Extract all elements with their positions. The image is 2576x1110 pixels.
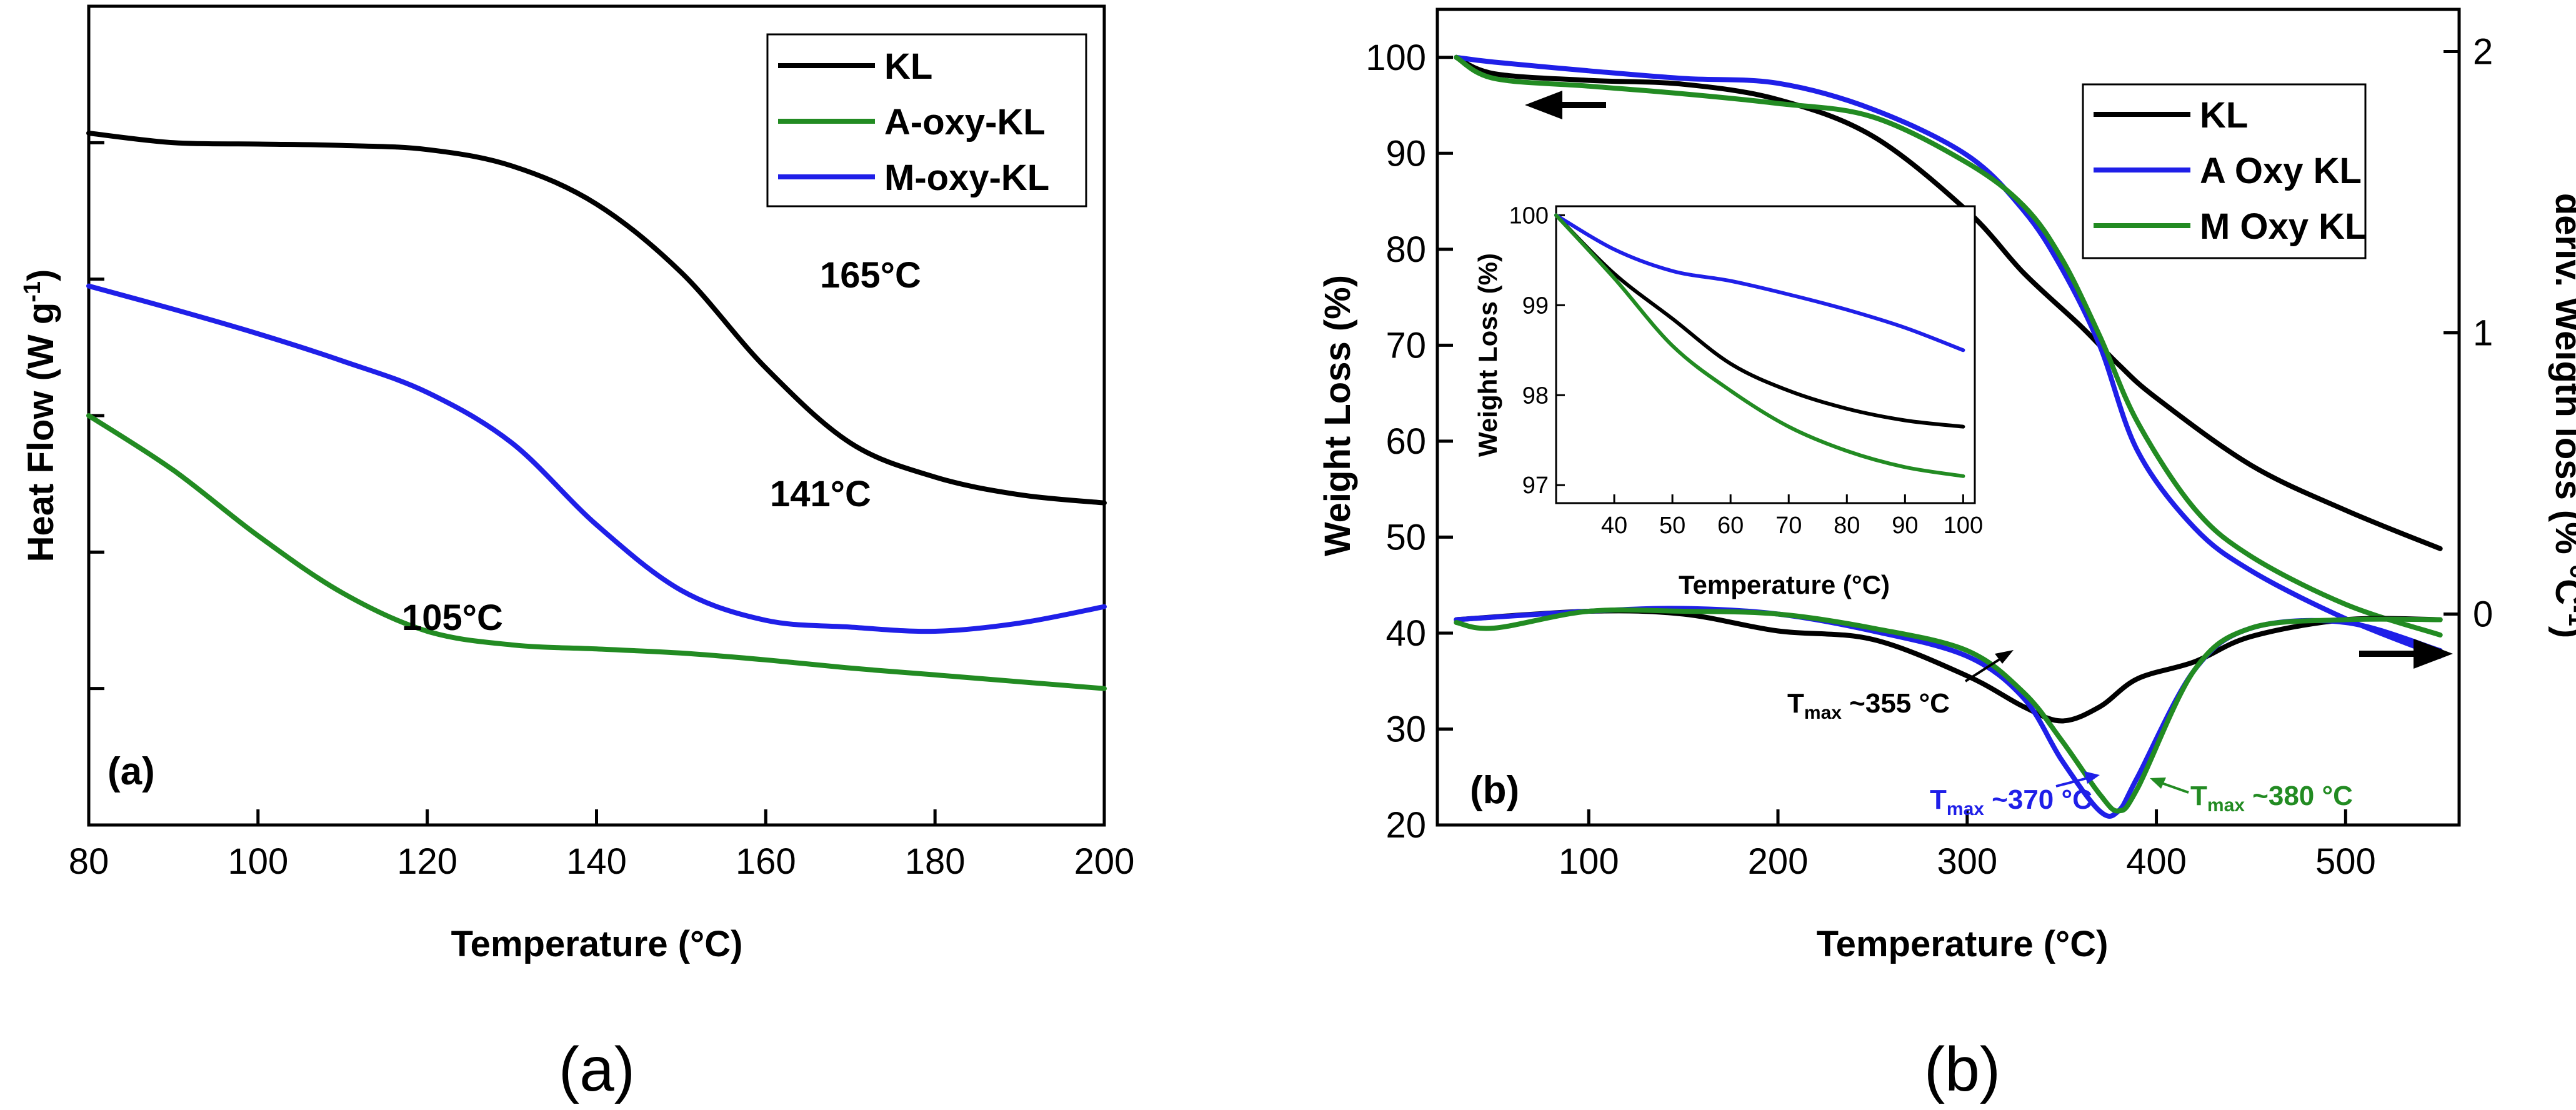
- inset-x-ticks: 40 50 60 70 80 90 100: [1601, 494, 1983, 539]
- inset-x-tick-label: 100: [1944, 512, 1983, 539]
- weight-loss-a-oxy-kl-line: [1454, 54, 2443, 659]
- panel-b-y-tick-label: 20: [1385, 805, 1426, 846]
- series-kl-line: [86, 131, 1107, 506]
- inset-y-ticks: 97 98 99 100: [1509, 202, 1565, 499]
- legend-label-kl: KL: [884, 46, 932, 87]
- panel-b-x-tick-label: 100: [1559, 841, 1619, 882]
- panel-b-derivative-series: [1454, 606, 2443, 819]
- legend-label-m-oxy-kl: M-oxy-KL: [884, 158, 1049, 198]
- panel-b-right-y-label: deriv. Weigth loss (% °C-1): [2548, 193, 2576, 638]
- inset-y-tick-label: 98: [1522, 382, 1549, 409]
- inset-y-tick-label: 100: [1509, 202, 1549, 229]
- panel-b-x-tick-label: 300: [1937, 841, 1997, 882]
- panel-b-frame: [1435, 8, 2461, 827]
- panel-b-series: [1454, 54, 2443, 659]
- panel-b-right-y-ticks: 0 1 2: [2444, 32, 2493, 635]
- derivative-m-oxy-kl-line: [1454, 607, 2443, 814]
- panel-a-legend: KL A-oxy-KL M-oxy-KL: [766, 33, 1087, 208]
- inset-y-tick-label: 97: [1522, 472, 1549, 499]
- panel-b-y-ticks: 20 30 40 50 60 70 80 90 100: [1365, 38, 1453, 846]
- right-axis-arrow-head: [2414, 639, 2453, 669]
- panel-a-x-tick-label: 160: [736, 841, 796, 882]
- panel-a-x-tick-label: 200: [1074, 841, 1135, 882]
- caption-a: (a): [559, 1034, 635, 1104]
- panel-a: 80 100 120 140 160 180 200 Temperature (°C) He…: [19, 4, 1135, 1104]
- legend-label-a-oxy-kl: A-oxy-KL: [884, 102, 1046, 142]
- inset-kl-line: [1554, 213, 1965, 429]
- inset-x-tick-label: 80: [1834, 512, 1860, 539]
- panel-a-x-tick-label: 180: [905, 841, 966, 882]
- panel-b-x-label: Temperature (°C): [1817, 924, 2109, 964]
- panel-a-y-ticks: [89, 141, 104, 691]
- inset-series: [1554, 213, 1965, 478]
- panel-b-y-label: Weight Loss (%): [1317, 275, 1358, 556]
- inset-x-tick-label: 40: [1601, 512, 1627, 539]
- panel-a-x-tick-label: 100: [227, 841, 288, 882]
- tmax-a-label: Tmax ~370 °C: [1930, 784, 2092, 819]
- panel-b-y-tick-label: 40: [1385, 613, 1426, 654]
- panel-b-y-tick-label: 70: [1385, 325, 1426, 366]
- tmax-m-label: Tmax ~380 °C: [2190, 781, 2353, 816]
- panel-b-y-tick-label: 60: [1385, 421, 1426, 462]
- panel-a-x-tick-label: 140: [566, 841, 627, 882]
- panel-b-y-tick-label: 100: [1365, 38, 1426, 78]
- panel-b-y-tick-label: 80: [1385, 229, 1426, 270]
- weight-loss-kl-line: [1454, 54, 2443, 551]
- inset-x-tick-label: 90: [1892, 512, 1918, 539]
- inset-x-label: Temperature (°C): [1679, 570, 1890, 599]
- weight-loss-m-oxy-kl-line: [1454, 54, 2443, 638]
- panel-a-x-label: Temperature (°C): [451, 924, 743, 964]
- panel-b-y-tick-label: 90: [1385, 133, 1426, 174]
- panel-b-x-ticks: 100 200 300 400 500: [1559, 809, 2376, 882]
- inset-x-tick-label: 50: [1659, 512, 1685, 539]
- tmax-a-arrow: [2055, 777, 2088, 788]
- tmax-kl-label: Tmax ~355 °C: [1787, 688, 1950, 723]
- left-axis-arrow: [1525, 91, 1606, 119]
- inset-y-label: Weight Loss (%): [1473, 253, 1502, 457]
- tmax-annotations: Tmax ~355 °C Tmax ~370 °C Tmax ~380 °C: [1787, 650, 2353, 819]
- panel-b-right-y-tick-label: 2: [2473, 32, 2493, 72]
- inset-a-oxy-kl-line: [1554, 213, 1965, 352]
- panel-b-x-tick-label: 500: [2315, 841, 2376, 882]
- panel-b-x-tick-label: 400: [2126, 841, 2187, 882]
- legend-b-label-a-oxy-kl: A Oxy KL: [2200, 151, 2362, 191]
- panel-a-x-ticks: 80 100 120 140 160 180 200: [69, 809, 1135, 882]
- panel-a-x-tick-label: 80: [69, 841, 109, 882]
- inset-chart: 40 50 60 70 80 90 100 97 98 99 100 Temperature (°…: [1473, 202, 1983, 599]
- inset-y-tick-label: 99: [1522, 292, 1549, 319]
- tmax-a-arrowhead: [2084, 771, 2100, 784]
- inset-x-tick-label: 60: [1717, 512, 1744, 539]
- annotation-141c: 141°C: [770, 474, 871, 514]
- panel-a-tag: (a): [107, 750, 155, 793]
- caption-b: (b): [1924, 1034, 2000, 1104]
- legend-b-label-m-oxy-kl: M Oxy KL: [2200, 206, 2367, 247]
- left-axis-arrow-head: [1525, 91, 1562, 119]
- inset-m-oxy-kl-line: [1554, 213, 1965, 478]
- panel-a-x-tick-label: 120: [397, 841, 457, 882]
- panel-b-x-tick-label: 200: [1748, 841, 1809, 882]
- panel-b-right-y-tick-label: 0: [2473, 594, 2493, 635]
- tmax-m-arrowhead: [2150, 778, 2166, 789]
- series-a-oxy-kl-line: [86, 413, 1107, 691]
- inset-x-tick-label: 70: [1775, 512, 1802, 539]
- right-axis-arrow: [2359, 639, 2453, 669]
- panel-a-series: [86, 131, 1107, 691]
- panel-b-legend: KL A Oxy KL M Oxy KL: [2082, 83, 2367, 259]
- tmax-kl-arrowhead: [1995, 650, 2014, 664]
- panel-b-y-tick-label: 50: [1385, 517, 1426, 558]
- legend-b-label-kl: KL: [2200, 95, 2248, 136]
- annotation-165c: 165°C: [820, 255, 921, 296]
- panel-b-y-tick-label: 30: [1385, 709, 1426, 749]
- panel-a-y-label: Heat Flow (W g-1): [19, 269, 61, 562]
- panel-b-right-y-tick-label: 1: [2473, 313, 2493, 354]
- panel-b-tag: (b): [1470, 769, 1519, 812]
- annotation-105c: 105°C: [402, 598, 503, 638]
- series-m-oxy-kl-line: [86, 283, 1107, 634]
